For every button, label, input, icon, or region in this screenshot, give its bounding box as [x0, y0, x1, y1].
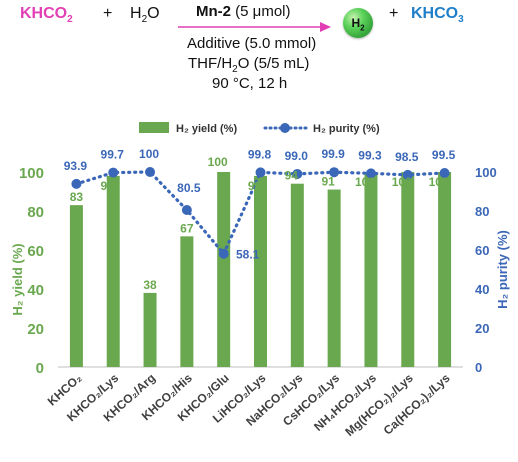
condition-solvent-sub: 2 [232, 64, 238, 75]
purity-value-label: 99.0 [285, 149, 309, 163]
bar-value-label: 98 [248, 179, 262, 193]
purity-point [255, 167, 266, 178]
legend-marker-purity [280, 123, 290, 133]
purity-value-label: 99.5 [432, 148, 456, 162]
y-left-tick-label: 80 [27, 204, 44, 221]
purity-point [365, 168, 376, 179]
condition-solvent-a: THF/H [188, 55, 233, 72]
purity-point [108, 167, 119, 178]
bar-value-label: 91 [321, 175, 335, 189]
product-khco3-sub: 3 [458, 14, 464, 26]
bar-value-label: 38 [143, 278, 157, 292]
y-right-tick-label: 0 [475, 360, 482, 375]
purity-point [218, 248, 229, 259]
purity-value-label: 99.9 [321, 147, 345, 161]
reaction-scheme: KHCO2 + H2O Mn-2 (5 μmol) Additive (5.0 … [0, 0, 518, 112]
bar-yield [401, 172, 415, 367]
reactant-khco2-sub: 2 [67, 14, 73, 26]
chart: H₂ yield (%) H₂ purity (%) 0 0 20 20 40 40 60 60 8… [10, 122, 510, 439]
reactant-water-h: H [130, 5, 142, 22]
bar-value-label: 67 [180, 221, 194, 235]
reactant-water-sub: 2 [141, 14, 148, 26]
plus-sign-2: + [389, 5, 399, 22]
catalyst-label: Mn-2 (5 μmol) [196, 3, 290, 20]
bar-value-label: 94 [285, 169, 299, 183]
y-left-tick-label: 40 [27, 282, 44, 299]
bar-yield [217, 172, 231, 367]
bar-yield [143, 292, 157, 367]
legend-swatch-yield [139, 122, 169, 133]
purity-value-label: 98.5 [395, 150, 419, 164]
reaction-arrow [178, 22, 331, 32]
bar-yield [327, 189, 341, 367]
reactant-khco2: KHCO2 [20, 5, 73, 25]
y-left-tick-label: 20 [27, 321, 44, 338]
legend-label-yield: H₂ yield (%) [176, 123, 237, 135]
condition-solvent: THF/H2O (5/5 mL) [188, 55, 309, 75]
y-right-tick-label: 80 [475, 204, 489, 219]
purity-value-label: 99.8 [248, 147, 272, 161]
purity-point [292, 168, 303, 179]
bar-yield [69, 205, 83, 367]
product-khco3-text: KHCO [411, 5, 459, 22]
bar-value-label: 100 [355, 175, 375, 189]
h2-product-sub: 2 [360, 23, 365, 33]
purity-value-label: 99.3 [358, 148, 382, 162]
h2-product-text: H [351, 16, 361, 30]
catalyst-name: Mn-2 [196, 3, 231, 20]
purity-point [439, 167, 450, 178]
y-left-tick-label: 100 [19, 165, 44, 182]
bar-value-label: 98 [101, 179, 115, 193]
x-category-label: Ca(HCO₂)₂/Lys [381, 371, 453, 438]
purity-value-label: 99.7 [101, 148, 125, 162]
purity-value-label: 58.1 [236, 248, 260, 262]
purity-point [402, 169, 413, 180]
bar-yield [364, 172, 378, 367]
reactant-khco2-text: KHCO [20, 5, 68, 22]
plus-sign-1: + [103, 5, 113, 22]
bar-value-label: 100 [208, 155, 228, 169]
purity-point [181, 205, 192, 216]
purity-value-label: 80.5 [177, 181, 201, 195]
purity-value-label: 100 [139, 147, 159, 161]
bar-yield [438, 172, 452, 367]
catalyst-amount: (5 μmol) [235, 3, 291, 20]
bar-value-label: 100 [392, 175, 412, 189]
condition-additive: Additive (5.0 mmol) [187, 35, 317, 52]
condition-temperature: 90 °C, 12 h [212, 75, 288, 92]
condition-solvent-b: O (5/5 mL) [237, 55, 310, 72]
y-left-tick-label: 0 [36, 360, 44, 377]
purity-point [145, 167, 156, 177]
bar-value-label: 83 [70, 190, 84, 204]
y-left-tick-label: 60 [27, 243, 44, 260]
product-khco3: KHCO3 [411, 5, 464, 25]
y-right-tick-label: 100 [475, 165, 497, 180]
bar-value-label: 100 [429, 175, 449, 189]
reactant-water: H2O [130, 5, 160, 25]
y-right-tick-label: 60 [475, 243, 489, 258]
y-right-tick-label: 20 [475, 321, 489, 336]
reactant-water-o: O [147, 5, 160, 22]
y-right-tick-label: 40 [475, 282, 489, 297]
y-right-axis-title: H₂ purity (%) [495, 230, 510, 309]
y-left-axis-title: H₂ yield (%) [10, 243, 25, 315]
legend-label-purity: H₂ purity (%) [313, 123, 380, 135]
purity-point [71, 178, 82, 189]
bar-yield [106, 175, 120, 367]
purity-point [329, 167, 340, 178]
bar-yield [290, 183, 304, 367]
bar-yield [180, 236, 194, 367]
h2-product-ball: H2 [343, 8, 373, 38]
purity-value-label: 93.9 [64, 159, 88, 173]
bar-yield [254, 175, 267, 367]
